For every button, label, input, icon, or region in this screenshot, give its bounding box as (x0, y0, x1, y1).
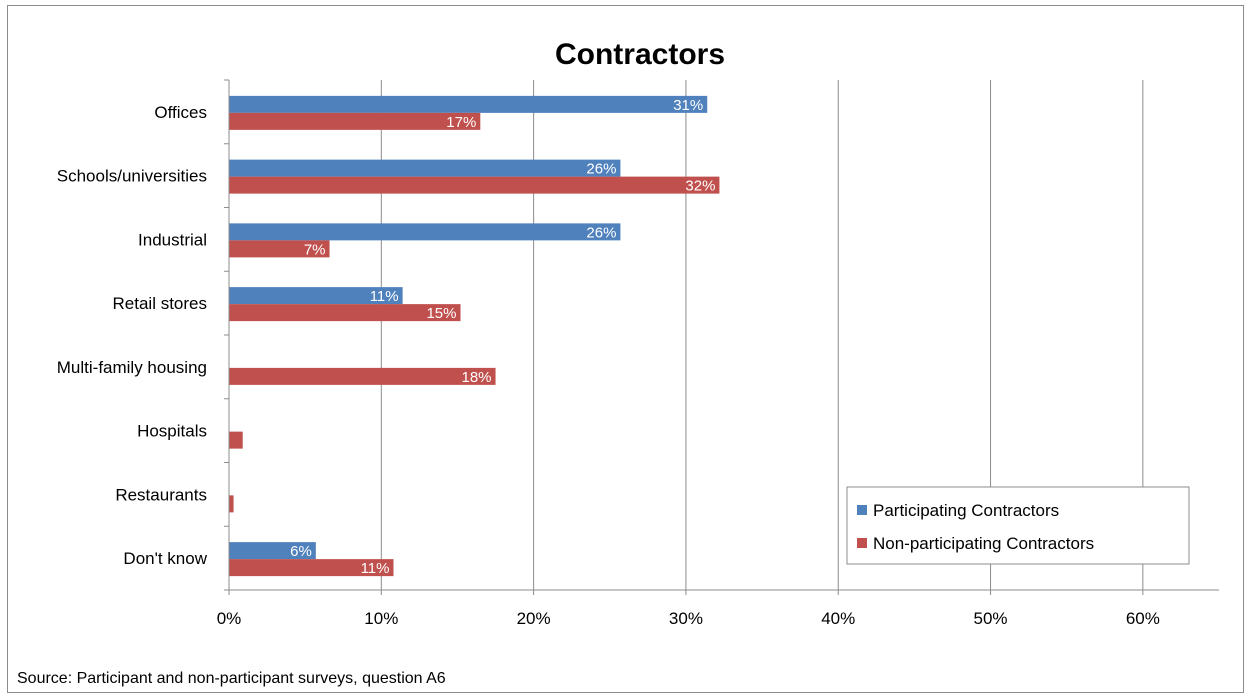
x-tick-label: 20% (517, 609, 551, 628)
x-tick-label: 60% (1126, 609, 1160, 628)
bar-non-participating (229, 367, 496, 385)
data-label: 11% (361, 560, 390, 577)
x-tick-label: 30% (669, 609, 703, 628)
x-tick-label: 50% (974, 609, 1008, 628)
chart-frame (7, 5, 1244, 693)
bar-participating (229, 223, 621, 241)
category-label: Industrial (138, 230, 207, 249)
data-label: 17% (446, 114, 476, 131)
legend-box (846, 486, 1190, 565)
category-label: Retail stores (113, 294, 207, 313)
chart-title: Contractors (555, 38, 725, 71)
bar-participating (229, 542, 316, 560)
legend-swatch-non-participating (857, 538, 867, 548)
bar-non-participating (229, 112, 481, 130)
bar-non-participating (229, 559, 394, 577)
x-tick-label: 40% (821, 609, 855, 628)
category-label: Don't know (123, 549, 207, 568)
category-labels: Offices Schools/universities Industrial Ret… (57, 103, 208, 568)
legend: Participating Contractors Non-participat… (846, 486, 1190, 565)
legend-swatch-participating (857, 505, 867, 515)
data-label: 32% (685, 178, 715, 195)
category-label: Multi-family housing (57, 358, 207, 377)
category-label: Offices (154, 103, 207, 122)
x-tick-label: 0% (217, 609, 242, 628)
category-label: Schools/universities (57, 167, 207, 186)
bar-non-participating (229, 176, 720, 194)
data-label: 18% (462, 369, 492, 386)
bar-non-participating (229, 240, 330, 258)
bar-non-participating (229, 495, 234, 513)
bar-participating (229, 287, 403, 305)
source-note: Source: Participant and non-participant … (17, 670, 446, 687)
bar-non-participating (229, 431, 243, 449)
legend-label-non-participating: Non-participating Contractors (873, 534, 1094, 553)
data-label: 7% (304, 241, 326, 258)
category-label: Hospitals (137, 422, 207, 441)
bars: 31% 17% 26% 32% 26% 7% 11% 15% 18% 6% 11% (229, 95, 720, 577)
data-label: 15% (426, 305, 456, 322)
bar-non-participating (229, 304, 461, 322)
data-label: 31% (673, 97, 703, 114)
axes (224, 79, 1219, 595)
data-label: 26% (586, 224, 616, 241)
bar-participating (229, 95, 708, 113)
x-tick-label: 10% (364, 609, 398, 628)
bar-participating (229, 159, 621, 177)
legend-label-participating: Participating Contractors (873, 501, 1059, 520)
data-label: 6% (290, 543, 312, 560)
category-label: Restaurants (115, 485, 207, 504)
x-tick-labels: 0% 10% 20% 30% 40% 50% 60% (217, 609, 1160, 628)
data-label: 26% (586, 161, 616, 178)
data-label: 11% (370, 288, 399, 305)
